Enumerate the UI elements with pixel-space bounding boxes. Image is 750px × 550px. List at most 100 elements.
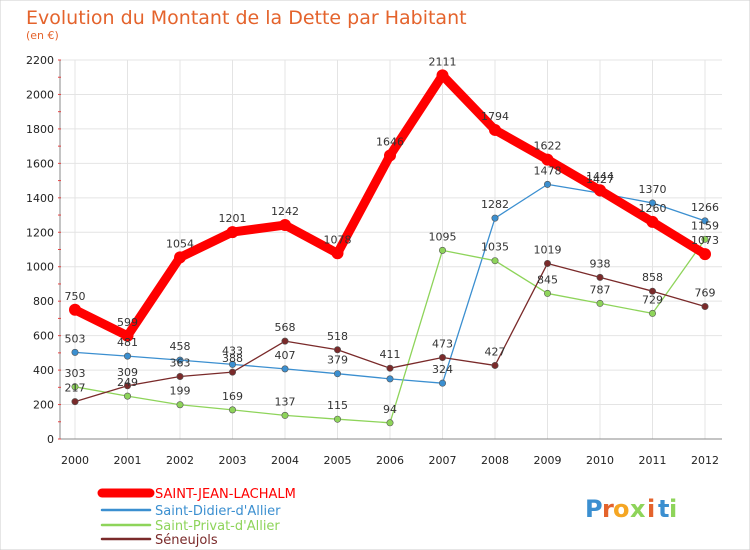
x-tick-label: 2003: [219, 454, 247, 467]
data-label-2: 787: [590, 283, 611, 296]
series-point-2: [333, 415, 341, 423]
data-label-3: 769: [695, 287, 716, 300]
x-tick-label: 2008: [481, 454, 509, 467]
data-label-1: 433: [222, 344, 243, 357]
data-label-0: 1260: [639, 202, 667, 215]
series-point-1: [543, 180, 551, 188]
series-point-3: [281, 337, 289, 345]
logo-letter: o: [613, 495, 630, 523]
series-point-1: [438, 379, 446, 387]
series-point-0: [69, 303, 81, 316]
series-point-0: [331, 247, 344, 260]
series-point-0: [174, 251, 186, 264]
legend-label-3: Séneujols: [155, 533, 218, 548]
data-label-0: 1054: [166, 237, 194, 250]
y-tick-label: 2200: [26, 54, 54, 67]
data-label-0: 1794: [481, 110, 509, 123]
series-point-3: [71, 398, 79, 406]
chart-title: Evolution du Montant de la Dette par Hab…: [26, 7, 467, 29]
series-point-3: [543, 259, 551, 267]
x-tick-label: 2005: [324, 454, 352, 467]
series-point-2: [491, 257, 499, 265]
x-tick-label: 2009: [534, 454, 562, 467]
data-label-2: 845: [537, 273, 558, 286]
series-point-3: [491, 361, 499, 369]
series-point-3: [648, 287, 656, 295]
data-label-3: 217: [65, 382, 86, 395]
chart-subtitle: (en €): [26, 29, 59, 42]
data-label-1: 324: [432, 363, 453, 376]
series-point-1: [71, 348, 79, 356]
y-tick-label: 0: [47, 433, 54, 446]
legend-label-2: Saint-Privat-d'Allier: [155, 519, 280, 534]
x-tick-label: 2012: [691, 454, 719, 467]
data-label-0: 1201: [219, 212, 247, 225]
data-label-2: 115: [327, 399, 348, 412]
x-tick-label: 2010: [586, 454, 614, 467]
data-label-0: 599: [117, 316, 138, 329]
series-point-1: [491, 214, 499, 222]
legend-label-1: Saint-Didier-d'Allier: [155, 504, 281, 519]
series-point-0: [646, 215, 659, 228]
data-label-3: 473: [432, 338, 453, 351]
data-label-3: 388: [222, 352, 243, 365]
series-point-1: [229, 360, 237, 368]
y-tick-label: 1200: [26, 226, 54, 239]
series-point-3: [386, 364, 394, 372]
series-point-3: [124, 382, 132, 390]
x-tick-label: 2011: [639, 454, 667, 467]
series-point-2: [281, 411, 289, 419]
data-label-1: 1282: [481, 198, 509, 211]
data-label-1: 458: [170, 340, 191, 353]
y-tick-label: 1000: [26, 261, 54, 274]
data-label-2: 1159: [691, 219, 719, 232]
legend-label-0: SAINT-JEAN-LACHALM: [155, 487, 296, 502]
y-tick-label: 200: [33, 399, 54, 412]
series-layer: [69, 69, 711, 427]
series-point-1: [281, 365, 289, 373]
x-tick-label: 2001: [114, 454, 142, 467]
data-label-0: 1073: [691, 234, 719, 247]
logo-letter: i: [647, 495, 655, 523]
data-label-3: 427: [485, 345, 506, 358]
data-label-2: 169: [222, 390, 243, 403]
series-point-2: [176, 401, 184, 409]
logo-letter: x: [630, 495, 646, 523]
series-point-2: [438, 246, 446, 254]
logo-letter: P: [585, 495, 603, 523]
data-label-3: 568: [275, 321, 296, 334]
data-label-2: 1095: [429, 230, 457, 243]
series-point-0: [541, 153, 554, 166]
series-point-2: [124, 392, 132, 400]
series-point-1: [701, 217, 709, 225]
series-point-0: [384, 149, 396, 162]
data-label-3: 363: [170, 356, 191, 369]
data-label-2: 249: [117, 376, 138, 389]
series-point-1: [333, 370, 341, 378]
series-point-3: [229, 368, 237, 376]
data-label-1: 481: [117, 336, 138, 349]
x-tick-label: 2006: [376, 454, 404, 467]
series-point-1: [124, 352, 132, 360]
series-point-0: [699, 248, 711, 261]
data-label-2: 199: [170, 385, 191, 398]
data-label-3: 309: [117, 366, 138, 379]
y-tick-label: 1400: [26, 192, 54, 205]
x-tick-label: 2007: [429, 454, 457, 467]
y-tick-label: 1600: [26, 157, 54, 170]
series-point-2: [648, 309, 656, 317]
series-point-1: [648, 199, 656, 207]
series-point-3: [596, 273, 604, 281]
data-label-1: 407: [275, 349, 296, 362]
y-tick-label: 800: [33, 295, 54, 308]
data-label-3: 411: [380, 348, 401, 361]
x-tick-label: 2004: [271, 454, 299, 467]
data-label-0: 750: [65, 290, 86, 303]
data-label-3: 858: [642, 271, 663, 284]
y-tick-label: 600: [33, 330, 54, 343]
x-tick-label: 2000: [61, 454, 89, 467]
data-label-0: 1078: [324, 233, 352, 246]
data-label-2: 303: [65, 367, 86, 380]
